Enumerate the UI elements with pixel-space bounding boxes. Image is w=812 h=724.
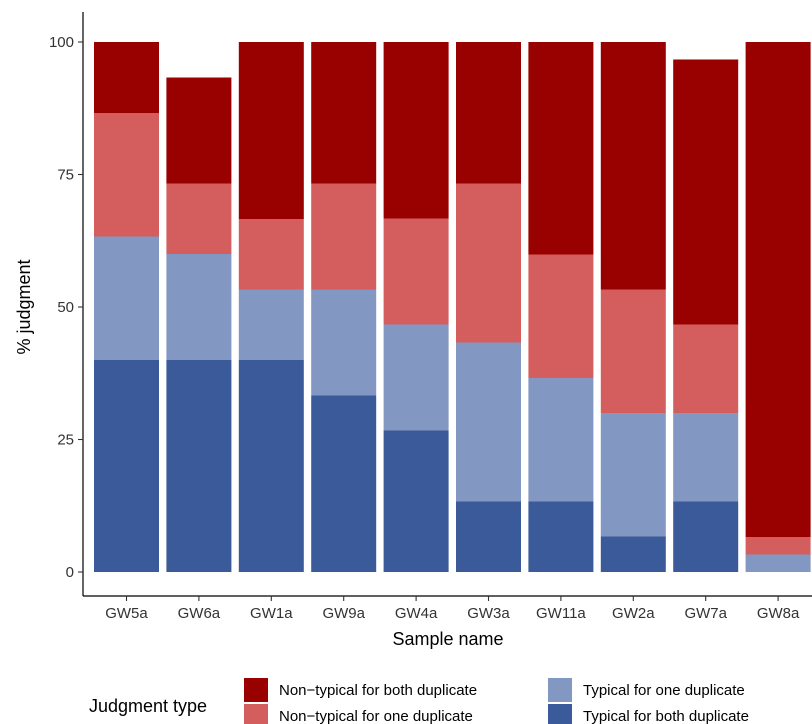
legend-key-typical-for-one-duplicate [548,678,572,702]
y-tick-label-50: 50 [57,299,74,316]
bar-gw3a-typical-for-one-duplicate [456,342,521,502]
bar-gw11a-typical-for-both-duplicate [528,501,594,572]
bar-gw9a-non-typical-for-both-duplicate [311,42,377,184]
bar-gw9a-typical-for-one-duplicate [311,289,377,396]
bar-gw8a-typical-for-one-duplicate [745,554,811,572]
bar-gw9a-typical-for-both-duplicate [311,395,377,572]
legend-key-non-typical-for-both-duplicate [244,678,268,702]
bar-gw1a-non-typical-for-one-duplicate [238,219,304,290]
legend: Judgment type Non−typical for both dupli… [89,678,749,724]
bar-gw4a-non-typical-for-both-duplicate [383,42,449,219]
y-axis: 0 25 50 75 100 [49,12,84,596]
bar-gw3a-typical-for-both-duplicate [456,501,521,572]
x-tick-label-gw11a: GW11a [536,605,586,622]
bar-gw11a-non-typical-for-one-duplicate [528,254,594,379]
bar-gw8a-non-typical-for-one-duplicate [745,537,811,555]
bar-gw5a-non-typical-for-one-duplicate [94,113,159,237]
x-axis: GW5a GW6a GW1a GW9a GW4a GW3a GW11a GW2a GW7a GW8… [83,595,812,622]
bar-gw2a-typical-for-one-duplicate [600,413,666,537]
x-tick-label-gw4a: GW4a [395,605,438,622]
bar-gw7a-typical-for-both-duplicate [673,501,739,572]
bar-gw1a-typical-for-one-duplicate [238,289,304,360]
x-tick-label-gw8a: GW8a [757,605,800,622]
y-tick-label-25: 25 [57,432,74,449]
bar-gw9a-non-typical-for-one-duplicate [311,183,377,290]
y-axis-title: % judgment [14,259,34,354]
y-tick-label-100: 100 [49,34,74,51]
x-tick-label-gw3a: GW3a [467,605,510,622]
x-tick-label-gw5a: GW5a [105,605,148,622]
legend-label-non-typical-for-both-duplicate: Non−typical for both duplicate [279,682,477,699]
bar-gw7a-typical-for-one-duplicate [673,413,739,502]
x-tick-label-gw1a: GW1a [250,605,293,622]
bar-gw1a-typical-for-both-duplicate [238,360,304,572]
x-tick-label-gw9a: GW9a [322,605,365,622]
y-tick-label-0: 0 [66,564,74,581]
bar-gw6a-non-typical-for-one-duplicate [166,183,232,254]
bar-gw2a-non-typical-for-one-duplicate [600,289,666,413]
legend-label-typical-for-one-duplicate: Typical for one duplicate [583,682,745,699]
plot-area [94,42,811,572]
bar-gw5a-non-typical-for-both-duplicate [94,42,159,114]
bar-gw11a-typical-for-one-duplicate [528,378,594,502]
legend-label-non-typical-for-one-duplicate: Non−typical for one duplicate [279,708,473,724]
legend-key-non-typical-for-one-duplicate [244,704,268,724]
bar-gw6a-typical-for-one-duplicate [166,254,232,360]
x-axis-title: Sample name [392,629,503,649]
bar-gw3a-non-typical-for-both-duplicate [456,42,521,184]
bar-gw2a-typical-for-both-duplicate [600,536,666,572]
legend-key-typical-for-both-duplicate [548,704,572,724]
bar-gw5a-typical-for-one-duplicate [94,236,159,360]
x-tick-label-gw6a: GW6a [178,605,221,622]
bar-gw7a-non-typical-for-one-duplicate [673,324,739,413]
bar-gw11a-non-typical-for-both-duplicate [528,42,594,255]
bar-gw2a-non-typical-for-both-duplicate [600,42,666,290]
bar-gw1a-non-typical-for-both-duplicate [238,42,304,220]
x-tick-label-gw2a: GW2a [612,605,655,622]
bar-gw8a-non-typical-for-both-duplicate [745,42,811,538]
bar-gw4a-typical-for-both-duplicate [383,430,449,572]
x-tick-label-gw7a: GW7a [684,605,727,622]
bar-gw6a-non-typical-for-both-duplicate [166,77,232,184]
bar-gw4a-non-typical-for-one-duplicate [383,218,449,325]
legend-label-typical-for-both-duplicate: Typical for both duplicate [583,708,749,724]
bar-gw4a-typical-for-one-duplicate [383,324,449,431]
bar-gw3a-non-typical-for-one-duplicate [456,183,521,343]
bar-gw6a-typical-for-both-duplicate [166,360,232,572]
legend-title: Judgment type [89,696,207,716]
bar-gw5a-typical-for-both-duplicate [94,360,159,572]
bar-gw7a-non-typical-for-both-duplicate [673,59,739,325]
y-tick-label-75: 75 [57,167,74,184]
